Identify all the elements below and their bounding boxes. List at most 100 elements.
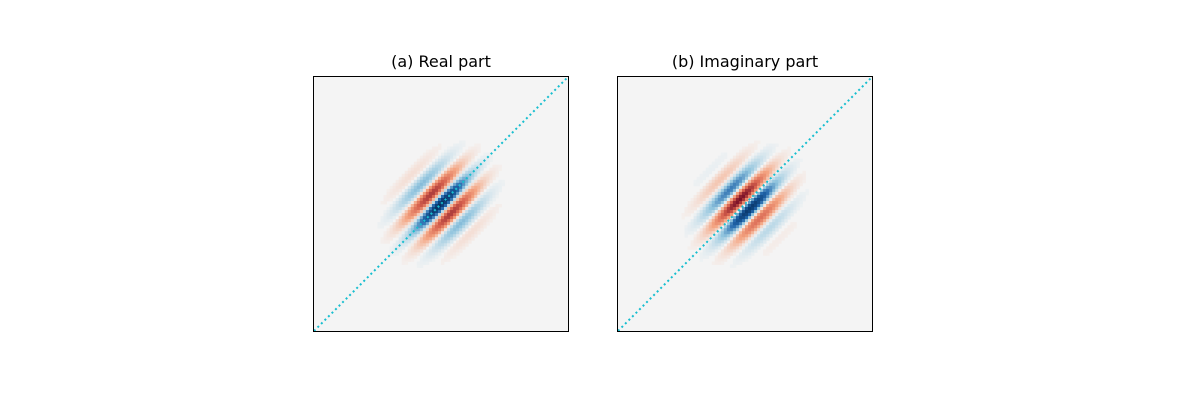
- heatmap-cell-imaginary: [790, 200, 794, 205]
- heatmap-cell-imaginary: [714, 182, 719, 187]
- heatmap-cell-real: [410, 197, 415, 202]
- heatmap-cell-real: [407, 213, 412, 217]
- heatmap-cell-real: [407, 234, 412, 238]
- heatmap-cell-real: [489, 207, 493, 211]
- heatmap-cell-real: [462, 213, 466, 217]
- heatmap-cell-imaginary: [787, 149, 791, 153]
- heatmap-cell-imaginary: [760, 197, 764, 202]
- heatmap-cell-imaginary: [760, 170, 764, 175]
- heatmap-cell-real: [462, 191, 466, 196]
- heatmap-cell-imaginary: [781, 231, 785, 235]
- heatmap-cell-imaginary: [775, 200, 779, 205]
- heatmap-cell-imaginary: [748, 216, 752, 220]
- heatmap-cell-imaginary: [738, 231, 743, 235]
- heatmap-cell-imaginary: [784, 179, 788, 184]
- heatmap-cell-imaginary: [775, 188, 779, 193]
- heatmap-cell-imaginary: [784, 167, 788, 172]
- heatmap-cell-real: [471, 164, 475, 169]
- heatmap-cell-imaginary: [711, 200, 716, 205]
- heatmap-cell-real: [401, 173, 406, 178]
- heatmap-cell-real: [422, 161, 427, 166]
- heatmap-cell-imaginary: [781, 179, 785, 184]
- heatmap-cell-imaginary: [693, 222, 698, 226]
- heatmap-cell-real: [407, 173, 412, 178]
- heatmap-cell-real: [395, 179, 400, 184]
- heatmap-cell-real: [486, 188, 490, 193]
- heatmap-cell-imaginary: [751, 210, 755, 214]
- heatmap-cell-real: [398, 213, 403, 217]
- heatmap-cell-real: [444, 170, 448, 175]
- heatmap-cell-real: [447, 176, 451, 181]
- heatmap-cell-imaginary: [702, 240, 707, 244]
- heatmap-cell-imaginary: [735, 164, 740, 169]
- heatmap-cell-real: [431, 191, 436, 196]
- heatmap-cell-imaginary: [778, 222, 782, 226]
- heatmap-cell-imaginary: [741, 149, 746, 153]
- heatmap-cell-real: [465, 225, 469, 229]
- heatmap-cell-imaginary: [693, 225, 698, 229]
- heatmap-cell-imaginary: [766, 188, 770, 193]
- heatmap-cell-real: [444, 176, 448, 181]
- heatmap-cell-real: [425, 167, 430, 172]
- heatmap-cell-imaginary: [799, 204, 803, 208]
- heatmap-cell-imaginary: [726, 173, 731, 178]
- heatmap-cell-imaginary: [781, 200, 785, 205]
- heatmap-cell-imaginary: [760, 210, 764, 214]
- heatmap-cell-imaginary: [729, 204, 734, 208]
- heatmap-cell-real: [389, 207, 394, 211]
- heatmap-cell-imaginary: [769, 210, 773, 214]
- heatmap-cell-imaginary: [741, 182, 746, 187]
- heatmap-cell-real: [428, 243, 433, 247]
- heatmap-cell-imaginary: [772, 176, 776, 181]
- heatmap-cell-imaginary: [699, 191, 704, 196]
- heatmap-cell-imaginary: [702, 231, 707, 235]
- heatmap-cell-imaginary: [757, 155, 761, 160]
- heatmap-cell-real: [422, 185, 427, 190]
- heatmap-cell-real: [398, 188, 403, 193]
- heatmap-cell-imaginary: [766, 204, 770, 208]
- heatmap-cell-real: [431, 255, 436, 259]
- heatmap-cell-real: [428, 213, 433, 217]
- heatmap-cell-real: [453, 213, 457, 217]
- heatmap-cell-imaginary: [735, 207, 740, 211]
- heatmap-cell-real: [480, 173, 484, 178]
- heatmap-cell-real: [450, 219, 454, 223]
- heatmap-cell-imaginary: [757, 152, 761, 157]
- heatmap-cell-real: [386, 210, 390, 214]
- heatmap-cell-imaginary: [772, 167, 776, 172]
- heatmap-cell-real: [483, 179, 487, 184]
- heatmap-cell-real: [447, 173, 451, 178]
- heatmap-cell-real: [468, 191, 472, 196]
- heatmap-cell-real: [477, 219, 481, 223]
- heatmap-cell-real: [434, 204, 439, 208]
- heatmap-cell-imaginary: [711, 194, 716, 199]
- heatmap-cell-real: [416, 264, 421, 268]
- heatmap-cell-real: [489, 210, 493, 214]
- heatmap-cell-imaginary: [714, 191, 719, 196]
- heatmap-cell-real: [459, 170, 463, 175]
- heatmap-cell-imaginary: [687, 228, 691, 232]
- heatmap-cell-real: [453, 194, 457, 199]
- heatmap-cell-real: [474, 170, 478, 175]
- heatmap-cell-imaginary: [745, 173, 749, 178]
- heatmap-cell-imaginary: [693, 207, 698, 211]
- heatmap-cell-real: [453, 197, 457, 202]
- heatmap-cell-imaginary: [714, 219, 719, 223]
- heatmap-cell-real: [453, 216, 457, 220]
- heatmap-cell-imaginary: [775, 197, 779, 202]
- heatmap-cell-imaginary: [726, 210, 731, 214]
- heatmap-cell-real: [419, 234, 424, 238]
- heatmap-cell-imaginary: [714, 222, 719, 226]
- heatmap-cell-imaginary: [763, 188, 767, 193]
- heatmap-cell-imaginary: [705, 173, 710, 178]
- heatmap-cell-real: [416, 216, 421, 220]
- heatmap-cell-imaginary: [748, 255, 752, 259]
- heatmap-cell-imaginary: [763, 158, 767, 163]
- heatmap-cell-imaginary: [696, 231, 701, 235]
- heatmap-cell-real: [453, 185, 457, 190]
- heatmap-cell-imaginary: [741, 158, 746, 163]
- heatmap-cell-imaginary: [684, 228, 688, 232]
- heatmap-cell-real: [437, 222, 442, 226]
- heatmap-cell-real: [425, 222, 430, 226]
- heatmap-cell-real: [416, 243, 421, 247]
